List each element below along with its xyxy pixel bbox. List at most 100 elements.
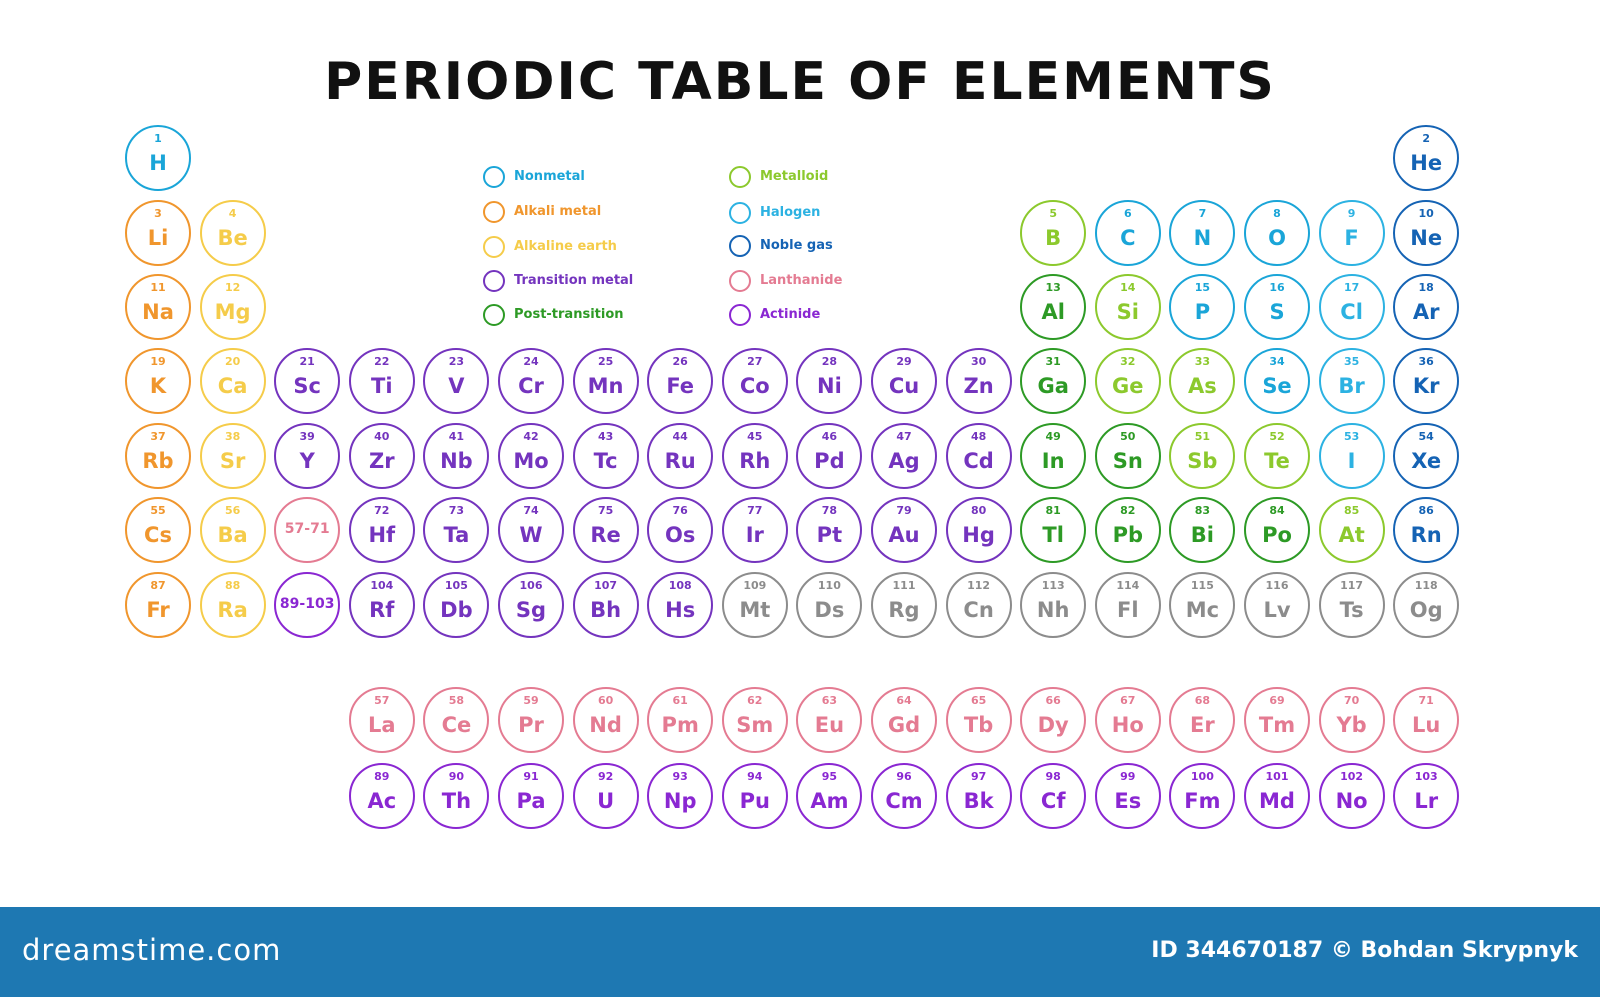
- element-og[interactable]: 118 Og: [1393, 572, 1460, 638]
- element-tm[interactable]: 69 Tm: [1244, 687, 1310, 753]
- element-ra[interactable]: 88 Ra: [199, 572, 266, 638]
- series-placeholder-57-71[interactable]: 57-71: [274, 497, 341, 563]
- element-bi[interactable]: 83 Bi: [1169, 497, 1236, 563]
- element-cn[interactable]: 112 Cn: [945, 572, 1012, 638]
- element-pa[interactable]: 91 Pa: [498, 763, 564, 829]
- element-ag[interactable]: 47 Ag: [871, 423, 937, 489]
- element-mo[interactable]: 42 Mo: [498, 423, 564, 489]
- element-mg[interactable]: 12 Mg: [199, 274, 266, 340]
- element-nd[interactable]: 60 Nd: [572, 687, 639, 753]
- element-ga[interactable]: 31 Ga: [1020, 348, 1087, 414]
- element-he[interactable]: 2 He: [1393, 125, 1460, 191]
- element-se[interactable]: 34 Se: [1244, 348, 1310, 414]
- element-lv[interactable]: 116 Lv: [1244, 572, 1310, 638]
- element-nb[interactable]: 41 Nb: [423, 423, 490, 489]
- element-cl[interactable]: 17 Cl: [1318, 274, 1385, 340]
- element-sm[interactable]: 62 Sm: [721, 687, 788, 753]
- element-md[interactable]: 101 Md: [1244, 763, 1310, 829]
- element-in[interactable]: 49 In: [1020, 423, 1087, 489]
- element-ar[interactable]: 18 Ar: [1393, 274, 1460, 340]
- element-lr[interactable]: 103 Lr: [1393, 763, 1460, 829]
- element-at[interactable]: 85 At: [1318, 497, 1385, 563]
- element-ir[interactable]: 77 Ir: [721, 497, 788, 563]
- element-hf[interactable]: 72 Hf: [348, 497, 415, 563]
- element-eu[interactable]: 63 Eu: [796, 687, 863, 753]
- element-pu[interactable]: 94 Pu: [721, 763, 788, 829]
- element-tc[interactable]: 43 Tc: [572, 423, 639, 489]
- element-dy[interactable]: 66 Dy: [1020, 687, 1087, 753]
- element-s[interactable]: 16 S: [1244, 274, 1310, 340]
- element-hs[interactable]: 108 Hs: [647, 572, 714, 638]
- element-re[interactable]: 75 Re: [572, 497, 639, 563]
- element-er[interactable]: 68 Er: [1169, 687, 1236, 753]
- element-ce[interactable]: 58 Ce: [423, 687, 490, 753]
- element-tl[interactable]: 81 Tl: [1020, 497, 1087, 563]
- element-no[interactable]: 102 No: [1318, 763, 1385, 829]
- element-cm[interactable]: 96 Cm: [871, 763, 937, 829]
- element-xe[interactable]: 54 Xe: [1393, 423, 1460, 489]
- element-sb[interactable]: 51 Sb: [1169, 423, 1236, 489]
- element-al[interactable]: 13 Al: [1020, 274, 1087, 340]
- element-be[interactable]: 4 Be: [199, 200, 266, 266]
- element-i[interactable]: 53 I: [1318, 423, 1385, 489]
- element-cs[interactable]: 55 Cs: [125, 497, 191, 563]
- element-pd[interactable]: 46 Pd: [796, 423, 863, 489]
- element-br[interactable]: 35 Br: [1318, 348, 1385, 414]
- element-fl[interactable]: 114 Fl: [1094, 572, 1161, 638]
- element-yb[interactable]: 70 Yb: [1318, 687, 1385, 753]
- brand-logo[interactable]: dreamstime.com: [22, 933, 282, 967]
- element-gd[interactable]: 64 Gd: [871, 687, 937, 753]
- element-cd[interactable]: 48 Cd: [945, 423, 1012, 489]
- element-kr[interactable]: 36 Kr: [1393, 348, 1460, 414]
- element-sc[interactable]: 21 Sc: [274, 348, 341, 414]
- element-sr[interactable]: 38 Sr: [199, 423, 266, 489]
- element-rb[interactable]: 37 Rb: [125, 423, 191, 489]
- element-np[interactable]: 93 Np: [647, 763, 714, 829]
- element-ho[interactable]: 67 Ho: [1094, 687, 1161, 753]
- element-cr[interactable]: 24 Cr: [498, 348, 564, 414]
- element-tb[interactable]: 65 Tb: [945, 687, 1012, 753]
- element-es[interactable]: 99 Es: [1094, 763, 1161, 829]
- element-sn[interactable]: 50 Sn: [1094, 423, 1161, 489]
- element-k[interactable]: 19 K: [125, 348, 191, 414]
- element-th[interactable]: 90 Th: [423, 763, 490, 829]
- element-cu[interactable]: 29 Cu: [871, 348, 937, 414]
- element-pb[interactable]: 82 Pb: [1094, 497, 1161, 563]
- element-pm[interactable]: 61 Pm: [647, 687, 714, 753]
- element-rn[interactable]: 86 Rn: [1393, 497, 1460, 563]
- element-as[interactable]: 33 As: [1169, 348, 1236, 414]
- element-y[interactable]: 39 Y: [274, 423, 341, 489]
- element-ca[interactable]: 20 Ca: [199, 348, 266, 414]
- element-pt[interactable]: 78 Pt: [796, 497, 863, 563]
- element-te[interactable]: 52 Te: [1244, 423, 1310, 489]
- element-si[interactable]: 14 Si: [1094, 274, 1161, 340]
- element-bh[interactable]: 107 Bh: [572, 572, 639, 638]
- element-ti[interactable]: 22 Ti: [348, 348, 415, 414]
- element-ru[interactable]: 44 Ru: [647, 423, 714, 489]
- element-sg[interactable]: 106 Sg: [498, 572, 564, 638]
- element-ts[interactable]: 117 Ts: [1318, 572, 1385, 638]
- element-mn[interactable]: 25 Mn: [572, 348, 639, 414]
- element-rg[interactable]: 111 Rg: [871, 572, 937, 638]
- element-hg[interactable]: 80 Hg: [945, 497, 1012, 563]
- element-cf[interactable]: 98 Cf: [1020, 763, 1087, 829]
- element-p[interactable]: 15 P: [1169, 274, 1236, 340]
- element-au[interactable]: 79 Au: [871, 497, 937, 563]
- element-li[interactable]: 3 Li: [125, 200, 191, 266]
- element-v[interactable]: 23 V: [423, 348, 490, 414]
- series-placeholder-89-103[interactable]: 89-103: [274, 572, 341, 638]
- element-w[interactable]: 74 W: [498, 497, 564, 563]
- element-fe[interactable]: 26 Fe: [647, 348, 714, 414]
- element-am[interactable]: 95 Am: [796, 763, 863, 829]
- element-mc[interactable]: 115 Mc: [1169, 572, 1236, 638]
- element-u[interactable]: 92 U: [572, 763, 639, 829]
- element-mt[interactable]: 109 Mt: [721, 572, 788, 638]
- element-pr[interactable]: 59 Pr: [498, 687, 564, 753]
- element-os[interactable]: 76 Os: [647, 497, 714, 563]
- element-lu[interactable]: 71 Lu: [1393, 687, 1460, 753]
